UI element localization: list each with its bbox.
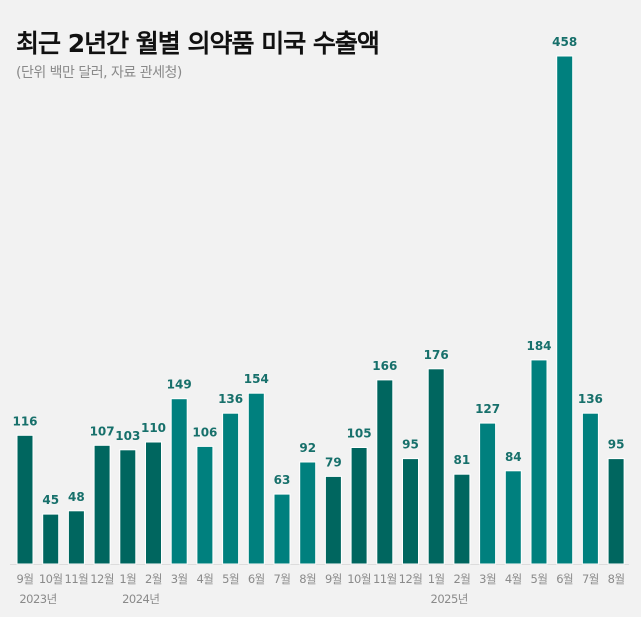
bar-7	[170, 398, 188, 565]
bar-5	[119, 449, 137, 565]
x-tick-label-1: 9월	[17, 572, 34, 586]
value-label-19: 127	[475, 402, 500, 416]
bar-20	[504, 470, 522, 565]
chart-subtitle: (단위 백만 달러, 자료 관세청)	[16, 65, 182, 81]
value-label-14: 105	[347, 427, 372, 441]
x-tick-label-3: 11월	[65, 572, 89, 586]
x-tick-label-21: 5월	[531, 572, 548, 586]
x-tick-label-14: 10월	[347, 572, 371, 586]
x-tick-label-17: 1월	[428, 572, 445, 586]
value-label-21: 184	[526, 339, 551, 353]
value-label-18: 81	[454, 453, 471, 467]
bar-11	[273, 493, 291, 565]
x-tick-labels-group: 9월 10월 11월 12월 1월 2월 3월 4월 5월 6월 7월 8월 9월 10월 11월 12월 1월…	[17, 572, 626, 586]
x-tick-label-12: 8월	[299, 572, 316, 586]
x-tick-label-10: 6월	[248, 572, 265, 586]
bar-24	[607, 458, 625, 565]
x-tick-label-22: 6월	[556, 572, 573, 586]
bar-10	[247, 392, 265, 565]
value-label-5: 103	[115, 429, 140, 443]
value-label-20: 84	[505, 450, 522, 464]
value-label-4: 107	[90, 424, 115, 438]
value-label-15: 166	[372, 359, 397, 373]
x-tick-label-9: 5월	[222, 572, 239, 586]
value-label-11: 63	[274, 473, 291, 487]
bar-9	[222, 412, 240, 565]
value-label-16: 95	[402, 438, 419, 452]
value-label-23: 136	[578, 392, 603, 406]
year-label-2025년: 2025년	[431, 592, 468, 606]
bar-21	[530, 359, 548, 565]
x-tick-label-6: 2월	[145, 572, 162, 586]
bar-6	[145, 441, 162, 565]
chart-title: 최근 2년간 월별 의약품 미국 수출액	[16, 29, 380, 58]
year-labels-group: 2023년 2024년 2025년	[19, 592, 468, 606]
x-tick-label-20: 4월	[505, 572, 522, 586]
x-tick-label-5: 1월	[119, 572, 136, 586]
bar-8	[196, 445, 214, 565]
bar-14	[350, 447, 368, 565]
x-tick-label-24: 8월	[608, 572, 625, 586]
bar-15	[376, 379, 394, 565]
value-label-8: 106	[192, 425, 217, 439]
value-label-3: 48	[68, 490, 85, 504]
bar-23	[581, 412, 599, 565]
value-label-13: 79	[325, 455, 342, 469]
x-tick-label-23: 7월	[582, 572, 599, 586]
value-label-9: 136	[218, 392, 243, 406]
bar-12	[299, 461, 317, 565]
value-label-22: 458	[552, 35, 577, 49]
bars-group	[16, 55, 625, 565]
value-label-1: 116	[12, 414, 37, 428]
value-label-12: 92	[299, 441, 316, 455]
value-label-7: 149	[167, 378, 192, 392]
year-label-2023년: 2023년	[19, 592, 56, 606]
x-tick-label-16: 12월	[399, 572, 423, 586]
x-tick-label-4: 12월	[90, 572, 114, 586]
x-tick-label-13: 9월	[325, 572, 342, 586]
bar-1	[16, 434, 34, 565]
value-label-17: 176	[424, 348, 449, 362]
bar-16	[402, 458, 419, 565]
bar-3	[67, 510, 85, 565]
bar-4	[93, 444, 111, 565]
x-tick-label-8: 4월	[196, 572, 213, 586]
x-tick-label-2: 10월	[39, 572, 63, 586]
bar-2	[42, 513, 60, 565]
x-tick-label-7: 3월	[171, 572, 188, 586]
x-tick-label-15: 11월	[373, 572, 397, 586]
value-label-24: 95	[608, 438, 625, 452]
bar-22	[556, 55, 574, 565]
x-tick-label-18: 2월	[453, 572, 470, 586]
bar-19	[479, 422, 497, 565]
bar-17	[427, 368, 445, 565]
value-label-2: 45	[42, 493, 59, 507]
value-label-10: 154	[244, 372, 269, 386]
x-tick-label-11: 7월	[274, 572, 291, 586]
bar-18	[453, 473, 471, 565]
x-tick-label-19: 3월	[479, 572, 496, 586]
year-label-2024년: 2024년	[122, 592, 159, 606]
bar-13	[324, 475, 342, 565]
value-label-6: 110	[141, 421, 166, 435]
